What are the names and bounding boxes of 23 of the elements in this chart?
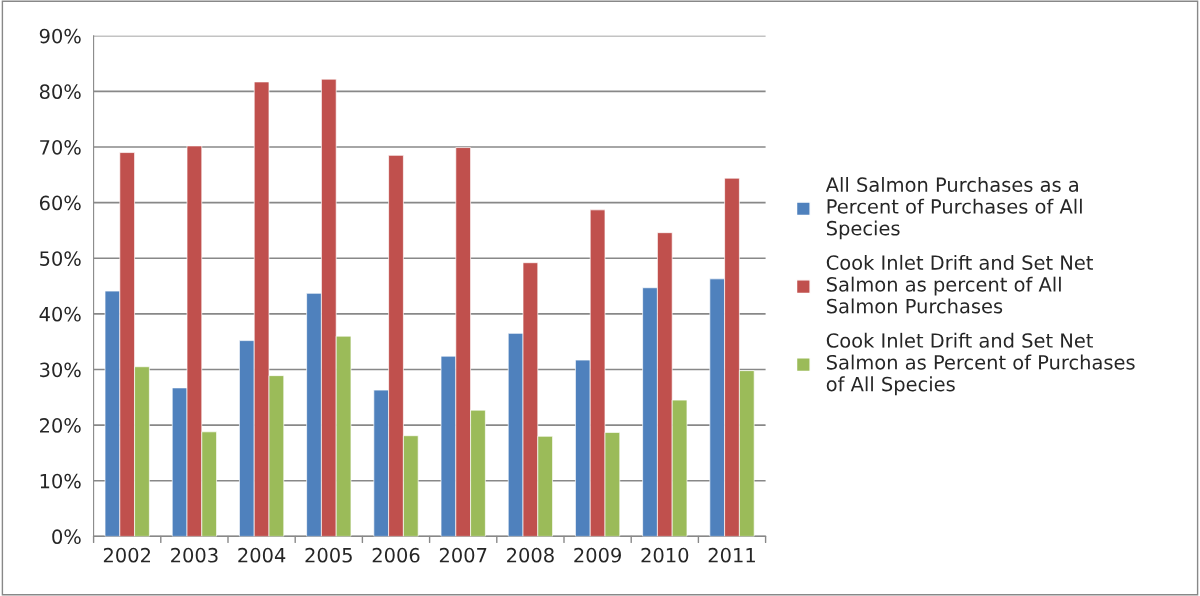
y-tick-label: 40%: [39, 306, 81, 322]
y-tick-label: 50%: [40, 251, 81, 266]
y-tick-label: 70%: [40, 139, 81, 155]
y-tick-label: 60%: [39, 195, 81, 211]
y-tick-label: 90%: [39, 28, 81, 44]
legend-label: Cook Inlet Drift and Set Net Salmon as percent of All Salmon Purchases: [826, 254, 1093, 314]
y-tick-label: 30%: [40, 362, 81, 378]
y-tick-label: 10%: [40, 473, 81, 489]
legend-label: All Salmon Purchases as a Percent of Purchases of All Species: [825, 176, 1082, 240]
x-tick-label: 2009: [574, 547, 621, 563]
x-tick-label: 2010: [641, 547, 689, 563]
x-tick-label: 2005: [305, 547, 352, 563]
x-tick-label: 2008: [507, 547, 554, 563]
x-tick-label: 2006: [372, 547, 420, 563]
y-tick-label: 20%: [40, 418, 81, 433]
x-tick-label: 2011: [708, 547, 755, 563]
x-tick-label: 2007: [439, 547, 487, 563]
x-tick-label: 2003: [171, 547, 218, 563]
x-tick-label: 2004: [238, 547, 286, 563]
legend-label: Cook Inlet Drift and Set Net Salmon as Percent of Purchases of All Species: [826, 332, 1135, 396]
y-tick-label: 0%: [52, 529, 81, 545]
y-tick-label: 80%: [39, 84, 81, 100]
x-tick-label: 2002: [103, 547, 150, 563]
